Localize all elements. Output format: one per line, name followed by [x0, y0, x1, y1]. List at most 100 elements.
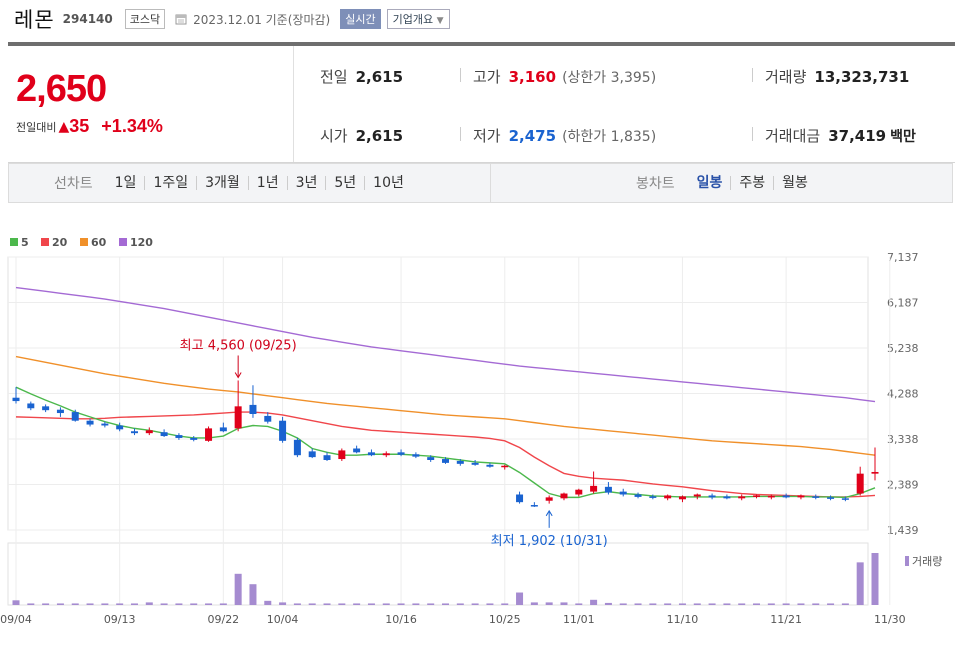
candle-body: [205, 428, 213, 441]
y-tick-label: 6,187: [887, 297, 919, 310]
volume-bar: [130, 603, 138, 605]
y-tick-label: 2,389: [887, 478, 919, 491]
stock-name: 레몬: [14, 8, 55, 32]
line-chart-label[interactable]: 선차트: [54, 176, 93, 192]
realtime-button[interactable]: 실시간: [340, 9, 381, 29]
volume-legend-label: 거래량: [912, 555, 942, 568]
volume-bar: [871, 553, 879, 605]
volume-bar: [42, 603, 50, 605]
legend-swatch-20: [41, 238, 49, 246]
volume-bar: [693, 603, 701, 605]
stat-lower-limit: (하한가 1,835): [562, 129, 657, 145]
candle-body: [175, 435, 183, 438]
volume-bar: [86, 603, 94, 605]
volume-bar: [205, 603, 213, 605]
tab-1year[interactable]: 1년: [249, 176, 288, 190]
candle-body: [367, 452, 375, 456]
calendar-icon: [175, 14, 187, 25]
volume-bar: [264, 600, 272, 605]
candle-body: [293, 439, 301, 456]
stat-separator: [752, 127, 753, 141]
tab-daily[interactable]: 일봉: [689, 176, 732, 190]
candle-body: [560, 493, 568, 499]
ma20-line: [15, 411, 876, 498]
volume-bar: [501, 603, 509, 605]
tab-5year[interactable]: 5년: [326, 176, 366, 190]
volume-bar: [116, 603, 124, 605]
volume-bar: [856, 562, 864, 605]
stat-open-value: 2,615: [355, 127, 404, 145]
volume-bar: [812, 603, 820, 605]
candle-body: [871, 471, 879, 474]
stat-volume-value: 13,323,731: [814, 68, 910, 86]
candle-body: [234, 406, 242, 429]
candle-body: [841, 498, 849, 500]
volume-frame: [7, 542, 869, 606]
up-triangle-icon: ▲: [58, 118, 70, 135]
tab-weekly[interactable]: 주봉: [731, 176, 775, 190]
y-tick-label: 7,137: [887, 251, 919, 264]
tab-1day[interactable]: 1일: [107, 176, 146, 190]
candle-body: [545, 497, 553, 501]
candle-body: [412, 454, 420, 457]
x-tick-label: 10/16: [385, 613, 417, 626]
candle-chart-label[interactable]: 봉차트: [636, 176, 675, 192]
ma5-line: [15, 386, 876, 499]
candle-body: [116, 425, 124, 430]
volume-bar: [190, 603, 198, 605]
volume-bar: [619, 603, 627, 605]
candle-body: [86, 420, 94, 425]
stat-low-label: 저가: [473, 127, 501, 145]
y-tick-label: 4,288: [887, 388, 919, 401]
price-chart: 5 20 60 120 7,137 6,187 5,238 4,288 3,338 2,389 1,…: [0, 236, 942, 626]
x-tick-label: 11/10: [667, 613, 699, 626]
low-arrow-head: [545, 509, 553, 517]
volume-bar: [678, 603, 686, 605]
legend-label-20: 20: [52, 236, 68, 249]
volume-legend-swatch: [905, 556, 909, 566]
stat-upper-limit: (상한가 3,395): [562, 70, 657, 86]
candle-body: [708, 495, 716, 498]
chevron-down-icon: ▼: [436, 16, 444, 26]
low-annotation: 최저 1,902 (10/31): [491, 534, 608, 549]
volume-bar: [545, 602, 553, 605]
legend-label-60: 60: [91, 236, 107, 249]
tab-monthly[interactable]: 월봉: [782, 175, 808, 191]
volume-bar: [160, 603, 168, 605]
stat-low: 저가 2,475 (하한가 1,835): [473, 125, 656, 146]
candle-body: [308, 451, 316, 458]
candle-body: [575, 489, 583, 495]
legend-label-120: 120: [130, 236, 153, 249]
tab-3year[interactable]: 3년: [288, 176, 327, 190]
volume-bar: [471, 603, 479, 605]
stat-prev: 전일 2,615: [320, 66, 403, 87]
tab-3month[interactable]: 3개월: [197, 176, 249, 190]
legend-swatch-60: [80, 238, 88, 246]
tab-10year[interactable]: 10년: [373, 175, 404, 191]
change-label: 전일대비: [16, 120, 57, 134]
stat-amount-unit: 백만: [890, 129, 916, 145]
volume-bar: [530, 602, 538, 605]
volume-bar: [738, 603, 746, 605]
volume-bar: [575, 603, 583, 605]
candle-chart-tabs: 봉차트 일봉 주봉 월봉: [636, 164, 816, 202]
company-overview-label: 기업개요: [392, 13, 434, 26]
volume-bar: [442, 603, 449, 605]
candle-body: [442, 459, 449, 463]
change-value: 35: [69, 116, 90, 136]
candle-body: [130, 431, 138, 434]
volume-bar: [175, 603, 183, 605]
stat-volume: 거래량 13,323,731: [765, 66, 909, 87]
x-tick-label: 11/01: [563, 613, 595, 626]
volume-bar: [234, 573, 242, 605]
candle-body: [101, 423, 109, 426]
volume-bar: [767, 603, 775, 605]
candle-body: [382, 453, 390, 456]
tab-1week[interactable]: 1주일: [145, 176, 198, 190]
company-overview-button[interactable]: 기업개요 ▼: [386, 9, 450, 29]
candle-body: [664, 495, 672, 499]
volume-bar: [412, 603, 420, 605]
candle-body: [723, 496, 731, 499]
volume-bar: [634, 603, 642, 605]
current-price-box: 2,650 전일대비 ▲ 35 +1.34%: [8, 46, 294, 162]
